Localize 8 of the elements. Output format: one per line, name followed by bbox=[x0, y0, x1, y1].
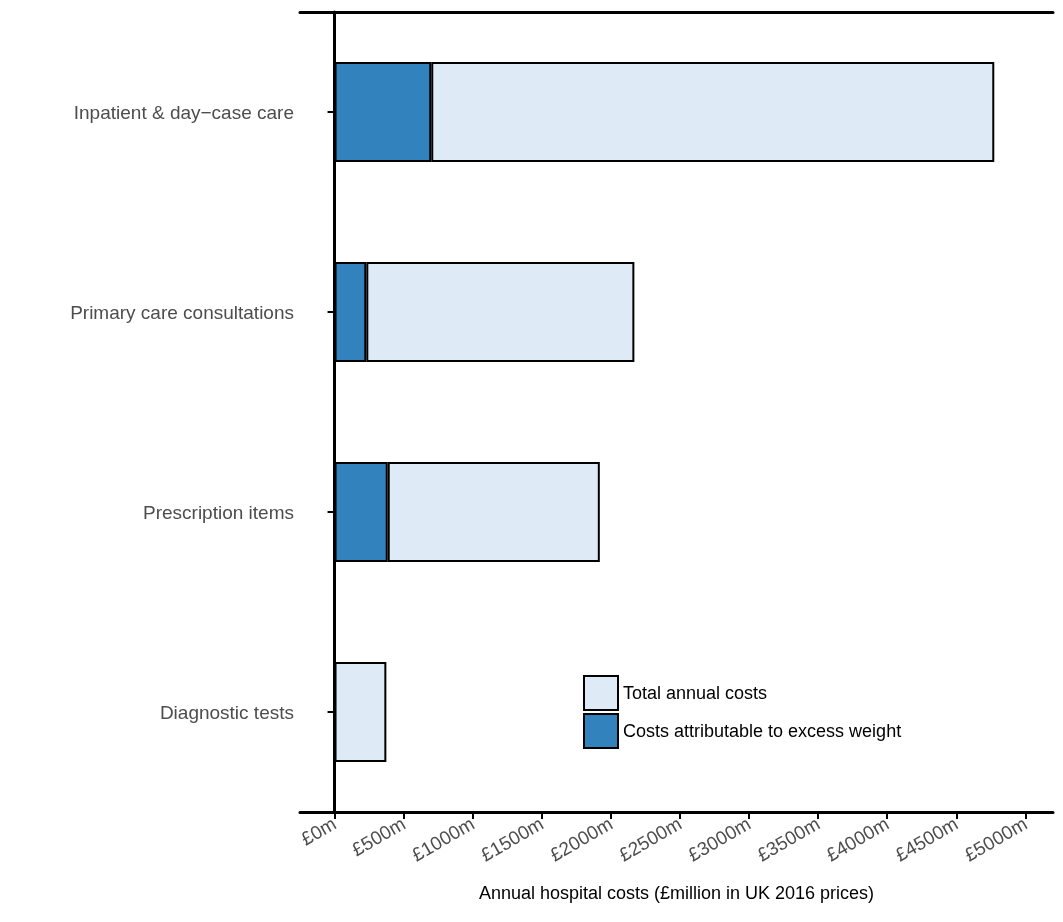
x-axis-title: Annual hospital costs (£million in UK 2016 prices) bbox=[478, 883, 875, 903]
x-tick-label: £0m bbox=[297, 812, 340, 850]
y-tick-label: Diagnostic tests bbox=[159, 701, 294, 723]
y-tick-label: Inpatient & day−case care bbox=[73, 101, 294, 123]
legend-label: Total annual costs bbox=[623, 683, 768, 703]
y-tick-label: Prescription items bbox=[143, 501, 294, 523]
y-tick-label: Primary care consultations bbox=[70, 301, 294, 323]
legend-label: Costs attributable to excess weight bbox=[623, 721, 902, 741]
